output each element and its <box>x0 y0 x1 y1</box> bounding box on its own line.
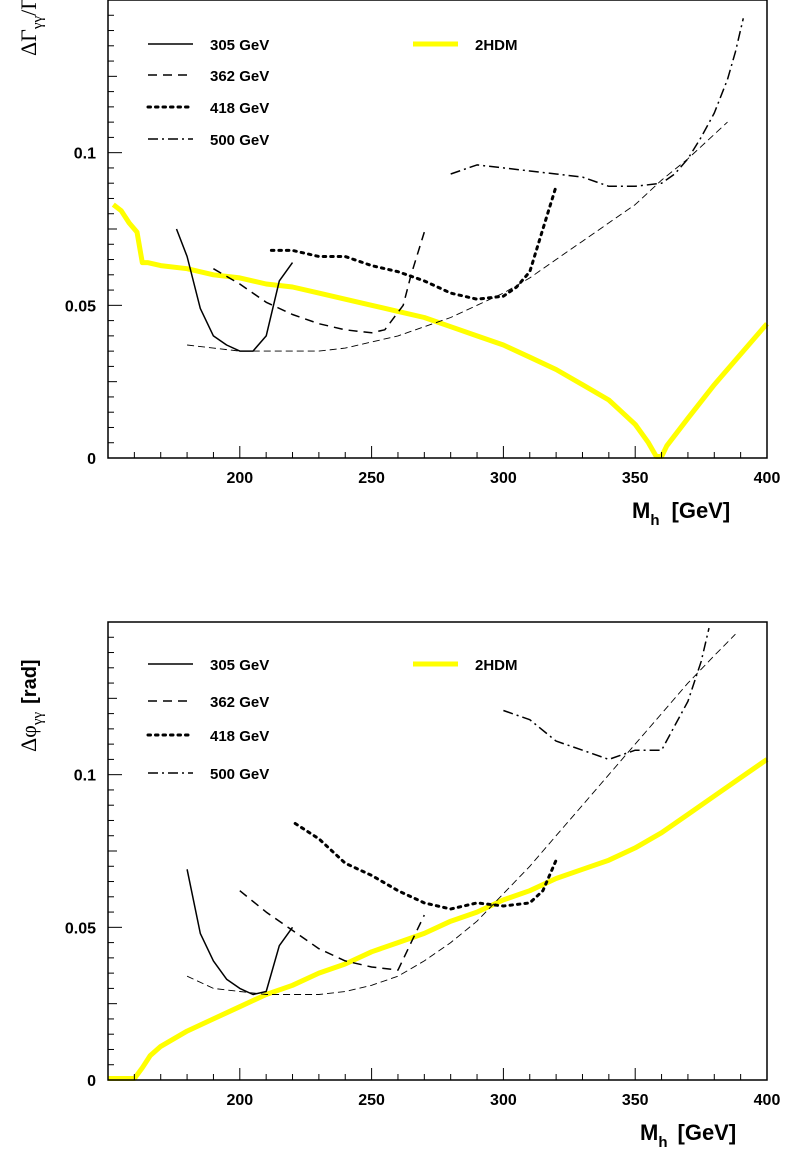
curves-top <box>111 18 769 459</box>
y-tick-label: 0.05 <box>65 298 96 315</box>
y-tick-label: 0.1 <box>74 768 96 785</box>
legend-label: 500 GeV <box>210 132 269 149</box>
legend-label: 2HDM <box>475 657 518 674</box>
x-tick-label: 300 <box>490 1092 517 1109</box>
series-dashdot <box>503 627 710 761</box>
legend-label: 305 GeV <box>210 657 269 674</box>
panel-bottom: 200 250 300 350 400 0 0.05 0.1 305 GeV 362 GeV 41… <box>16 621 781 1151</box>
x-tick-label: 250 <box>358 1092 385 1109</box>
x-axis-label-bottom: Mh [GeV] <box>640 1120 736 1151</box>
series-dashed <box>239 890 425 971</box>
y-tick-label: 0.05 <box>65 920 96 937</box>
x-tick-label: 400 <box>754 470 781 487</box>
y-axis-label-top: ΔΓγγ/Γγγ <box>16 0 46 56</box>
legend-bottom: 305 GeV 362 GeV 418 GeV 500 GeV 2HDM <box>146 657 518 783</box>
series-solid <box>175 228 294 352</box>
y-tick-label: 0.1 <box>74 146 96 163</box>
ticks-bottom: 200 250 300 350 400 0 0.05 0.1 <box>65 621 781 1109</box>
legend-label: 418 GeV <box>210 100 269 117</box>
series-solid <box>186 869 294 996</box>
x-tick-label: 400 <box>754 1092 781 1109</box>
series-dashdot <box>450 18 745 188</box>
series-yellow <box>108 757 769 1081</box>
plot-frame-bottom <box>107 621 768 1081</box>
x-axis-label-top: Mh [GeV] <box>632 498 730 529</box>
legend-label: 500 GeV <box>210 766 269 783</box>
series-dashed <box>213 231 426 334</box>
legend-label: 418 GeV <box>210 728 269 745</box>
y-tick-label: 0 <box>87 451 96 468</box>
panel-top: 200 250 300 350 400 0 0.05 0.1 305 GeV 362 GeV 41… <box>16 0 780 529</box>
x-tick-label: 300 <box>490 470 517 487</box>
x-tick-label: 200 <box>226 470 253 487</box>
x-tick-label: 350 <box>622 1092 649 1109</box>
legend-label: 362 GeV <box>210 68 269 85</box>
plot-frame-top <box>107 0 768 459</box>
ticks-top: 200 250 300 350 400 0 0.05 0.1 <box>65 0 781 487</box>
series-thin-dashed <box>187 121 728 352</box>
series-dotted <box>269 184 558 301</box>
series-dotted <box>293 822 558 911</box>
series-thin-dashed <box>186 633 736 995</box>
y-axis-label-bottom: Δφγγ[rad] <box>16 659 46 752</box>
legend-label: 362 GeV <box>210 694 269 711</box>
y-tick-label: 0 <box>87 1073 96 1090</box>
legend-label: 2HDM <box>475 37 518 54</box>
x-tick-label: 200 <box>226 1092 253 1109</box>
legend-label: 305 GeV <box>210 37 269 54</box>
legend-top: 305 GeV 362 GeV 418 GeV 500 GeV 2HDM <box>146 37 518 149</box>
curves-bottom <box>108 627 769 1081</box>
x-tick-label: 350 <box>622 470 649 487</box>
x-tick-label: 250 <box>358 470 385 487</box>
